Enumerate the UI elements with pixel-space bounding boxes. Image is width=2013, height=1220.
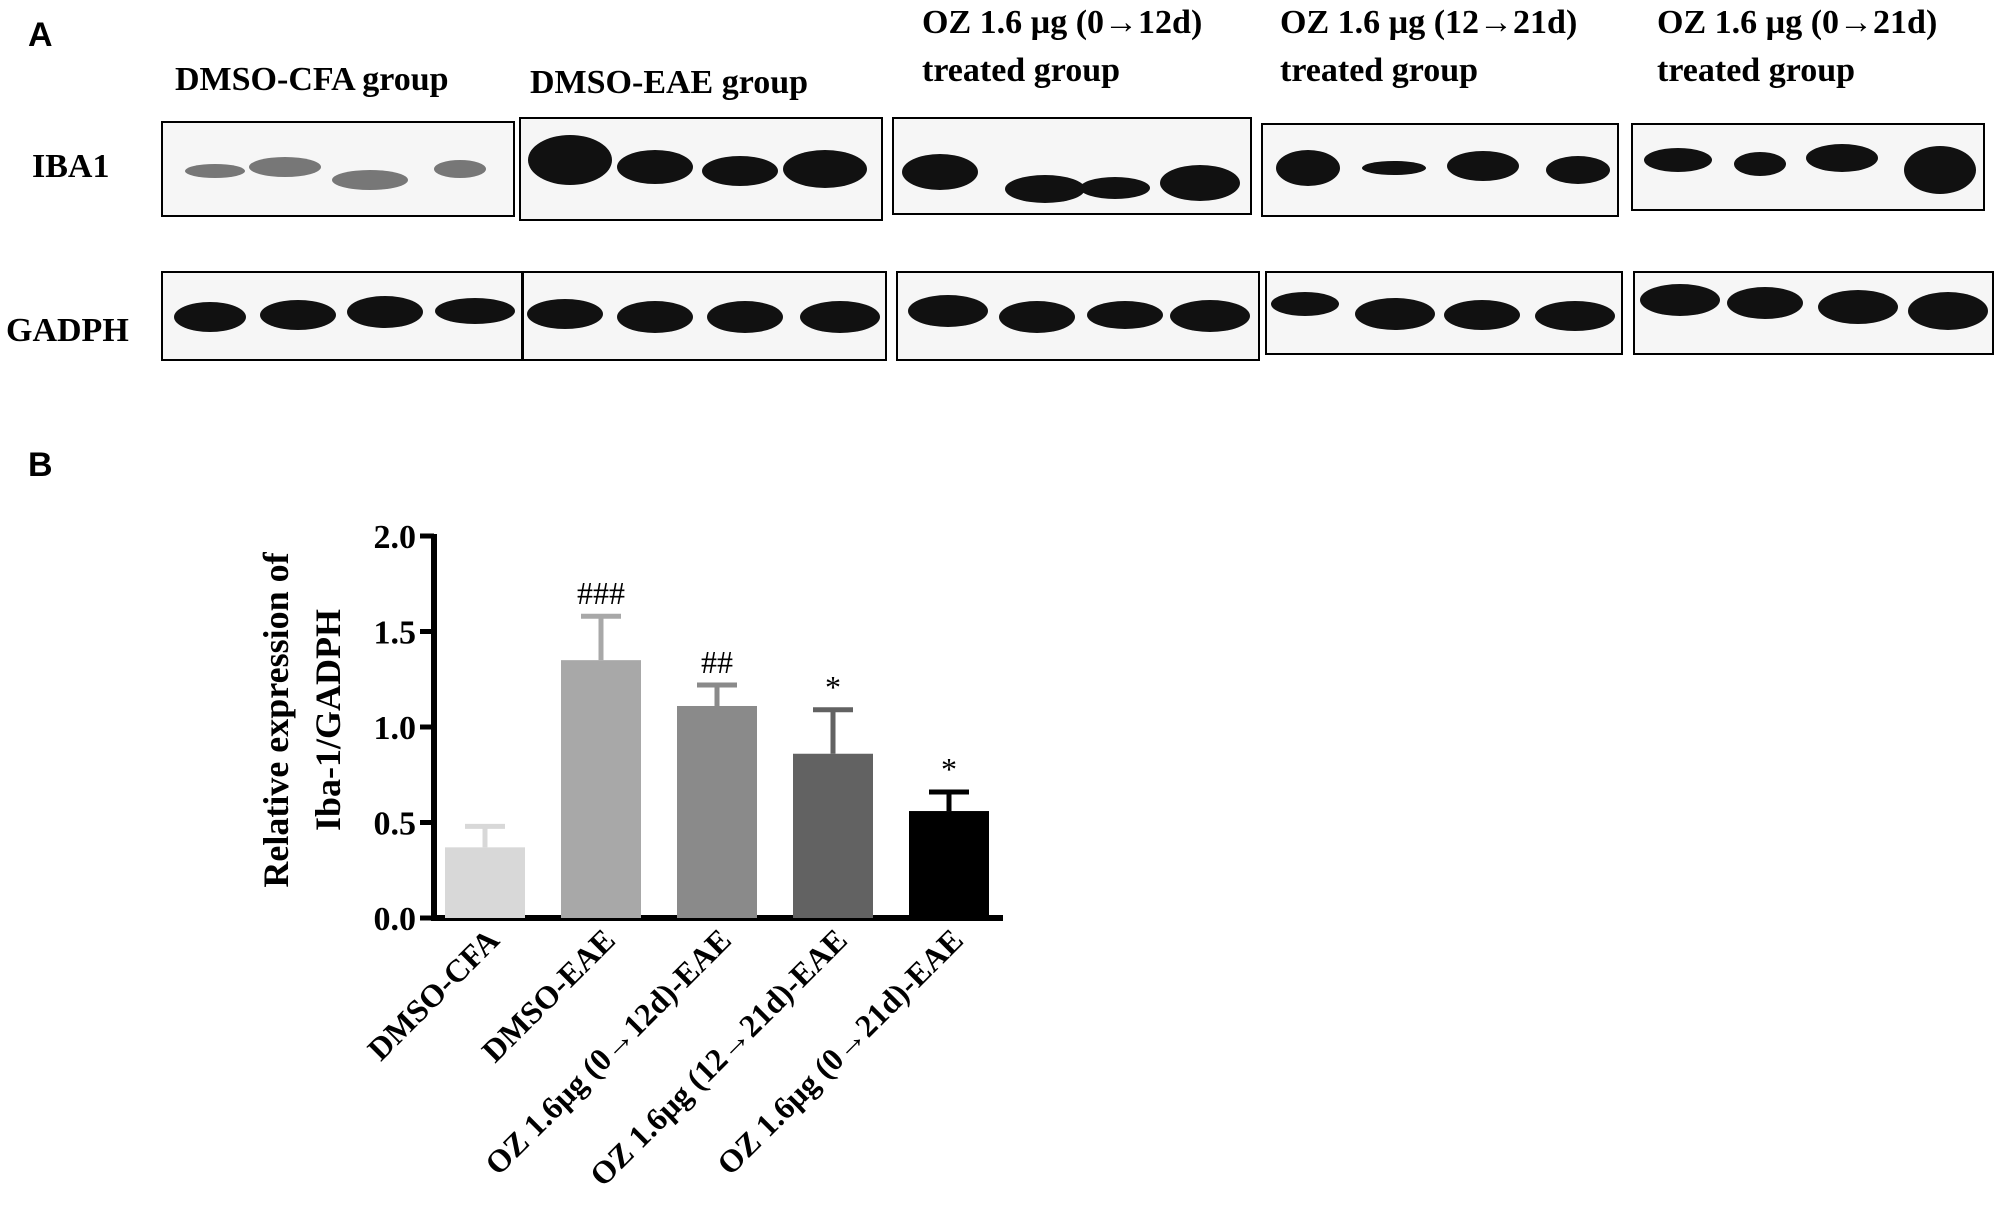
gadph-band <box>1355 298 1435 330</box>
iba1-band <box>1276 150 1340 186</box>
panel-b-letter: B <box>28 446 53 484</box>
iba1-band <box>902 154 978 190</box>
iba1-band <box>528 135 612 185</box>
iba1-blot-row <box>161 117 1985 221</box>
iba1-band <box>1362 161 1426 175</box>
gadph-band <box>1535 301 1615 331</box>
iba1-band <box>185 164 245 178</box>
iba1-band <box>434 160 486 178</box>
y-tick-label: 2.0 <box>374 519 417 556</box>
gadph-band <box>908 295 988 327</box>
y-tick-label: 1.5 <box>374 615 417 652</box>
y-axis-label-line1: Relative expression of <box>256 551 296 887</box>
significance-marker: * <box>941 751 957 787</box>
iba1-band <box>1806 144 1878 172</box>
row-label-iba1: IBA1 <box>32 148 109 185</box>
iba1-band <box>783 150 867 188</box>
iba1-band <box>1160 165 1240 201</box>
gadph-band <box>1640 284 1720 316</box>
iba1-band <box>702 156 778 186</box>
gadph-band <box>1727 287 1803 319</box>
y-tick-label: 0.5 <box>374 806 417 843</box>
panel-a-letter: A <box>28 16 53 54</box>
group-header-oz-0-12: OZ 1.6 µg (0→12d) <box>922 4 1202 41</box>
iba1-band <box>332 170 408 190</box>
group-header-oz-0-21-sub: treated group <box>1657 52 1855 89</box>
bar <box>445 847 525 918</box>
y-tick-label: 1.0 <box>374 710 417 747</box>
iba1-band <box>1644 148 1712 172</box>
significance-marker: ## <box>701 644 733 680</box>
gadph-band <box>800 301 880 333</box>
bar <box>909 811 989 918</box>
gadph-band <box>1818 290 1898 324</box>
gadph-band <box>347 296 423 328</box>
iba1-band <box>1734 152 1786 176</box>
iba1-band <box>1005 175 1085 203</box>
group-header-oz-12-21-sub: treated group <box>1280 52 1478 89</box>
blot-group-headers: DMSO-CFA group DMSO-EAE group OZ 1.6 µg … <box>175 4 1937 101</box>
iba1-band <box>1546 156 1610 184</box>
bar <box>561 660 641 918</box>
iba1-band <box>1904 146 1976 194</box>
y-axis-label-line2: Iba-1/GADPH <box>308 609 348 831</box>
group-header-oz-12-21: OZ 1.6 µg (12→21d) <box>1280 4 1577 41</box>
gadph-band <box>707 301 783 333</box>
gadph-band <box>1271 292 1339 316</box>
iba1-band <box>1447 151 1519 181</box>
gadph-blot-row <box>161 271 1994 361</box>
gadph-band <box>1908 292 1988 330</box>
row-label-gadph: GADPH <box>6 312 129 349</box>
gadph-band <box>527 299 603 329</box>
iba1-band <box>1080 177 1150 199</box>
group-header-oz-0-12-sub: treated group <box>922 52 1120 89</box>
gadph-band <box>1170 300 1250 332</box>
iba1-band <box>249 157 321 177</box>
bar <box>677 705 757 918</box>
iba1-band <box>617 150 693 184</box>
group-header-oz-0-21: OZ 1.6 µg (0→21d) <box>1657 4 1937 41</box>
group-header-dmso-eae: DMSO-EAE group <box>530 64 808 101</box>
significance-marker: * <box>825 669 841 705</box>
group-header-dmso-cfa: DMSO-CFA group <box>175 61 449 98</box>
gadph-band <box>174 302 246 332</box>
significance-marker: ### <box>577 575 625 611</box>
gadph-band <box>260 300 336 330</box>
gadph-band <box>1087 301 1163 329</box>
gadph-band <box>435 298 515 324</box>
y-tick-label: 0.0 <box>374 901 417 938</box>
gadph-band <box>1444 300 1520 330</box>
bar <box>793 753 873 918</box>
gadph-band <box>617 301 693 333</box>
gadph-band <box>999 301 1075 333</box>
